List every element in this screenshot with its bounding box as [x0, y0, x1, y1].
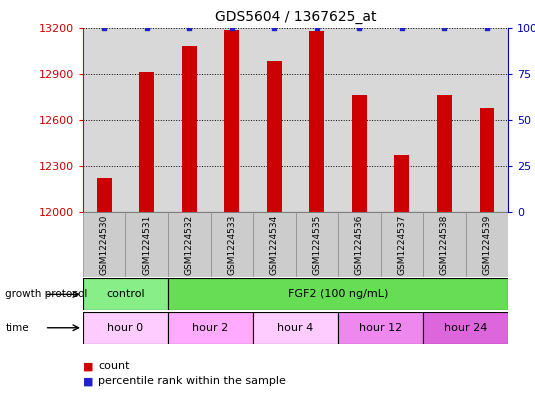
Bar: [479, 108, 494, 212]
Point: [398, 24, 406, 31]
Text: GSM1224537: GSM1224537: [398, 215, 407, 275]
Text: GSM1224531: GSM1224531: [142, 215, 151, 275]
Bar: [83, 278, 168, 310]
Bar: [83, 28, 126, 212]
Point: [100, 24, 109, 31]
Text: GSM1224538: GSM1224538: [440, 215, 449, 275]
Text: percentile rank within the sample: percentile rank within the sample: [98, 376, 286, 386]
Bar: [423, 312, 508, 344]
Bar: [423, 28, 466, 212]
Point: [355, 24, 364, 31]
Bar: [125, 28, 168, 212]
Bar: [296, 28, 338, 212]
Text: hour 24: hour 24: [444, 323, 487, 333]
Bar: [466, 28, 508, 212]
Text: GSM1224533: GSM1224533: [227, 215, 236, 275]
Text: GSM1224539: GSM1224539: [483, 215, 492, 275]
Title: GDS5604 / 1367625_at: GDS5604 / 1367625_at: [215, 10, 376, 24]
Text: control: control: [106, 289, 145, 299]
Text: GSM1224534: GSM1224534: [270, 215, 279, 275]
Bar: [168, 28, 211, 212]
Text: count: count: [98, 361, 129, 371]
Bar: [224, 30, 239, 212]
Bar: [125, 212, 168, 277]
Text: ■: ■: [83, 361, 94, 371]
Text: hour 0: hour 0: [108, 323, 143, 333]
Bar: [338, 212, 381, 277]
Point: [270, 24, 279, 31]
Text: FGF2 (100 ng/mL): FGF2 (100 ng/mL): [288, 289, 388, 299]
Bar: [168, 212, 211, 277]
Text: GSM1224532: GSM1224532: [185, 215, 194, 275]
Point: [312, 24, 321, 31]
Bar: [309, 31, 324, 212]
Bar: [352, 95, 367, 212]
Point: [440, 24, 449, 31]
Text: ■: ■: [83, 376, 94, 386]
Point: [142, 24, 151, 31]
Text: growth protocol: growth protocol: [5, 289, 88, 299]
Point: [185, 24, 194, 31]
Bar: [381, 212, 423, 277]
Bar: [267, 61, 282, 212]
Point: [483, 24, 491, 31]
Bar: [253, 28, 296, 212]
Bar: [295, 212, 338, 277]
Bar: [394, 155, 409, 212]
Bar: [465, 212, 508, 277]
Bar: [381, 28, 423, 212]
Text: hour 2: hour 2: [193, 323, 228, 333]
Bar: [338, 28, 381, 212]
Point: [227, 24, 236, 31]
Text: time: time: [5, 323, 29, 333]
Bar: [210, 212, 253, 277]
Bar: [423, 212, 465, 277]
Text: hour 12: hour 12: [359, 323, 402, 333]
Text: hour 4: hour 4: [278, 323, 314, 333]
Bar: [211, 28, 253, 212]
Bar: [338, 312, 423, 344]
Bar: [97, 178, 112, 212]
Bar: [168, 312, 253, 344]
Text: GSM1224536: GSM1224536: [355, 215, 364, 275]
Text: GSM1224530: GSM1224530: [100, 215, 109, 275]
Bar: [182, 46, 197, 212]
Text: GSM1224535: GSM1224535: [312, 215, 322, 275]
Bar: [83, 312, 168, 344]
Bar: [168, 278, 508, 310]
Bar: [83, 212, 125, 277]
Bar: [437, 95, 452, 212]
Bar: [253, 212, 295, 277]
Bar: [253, 312, 338, 344]
Bar: [139, 72, 154, 212]
